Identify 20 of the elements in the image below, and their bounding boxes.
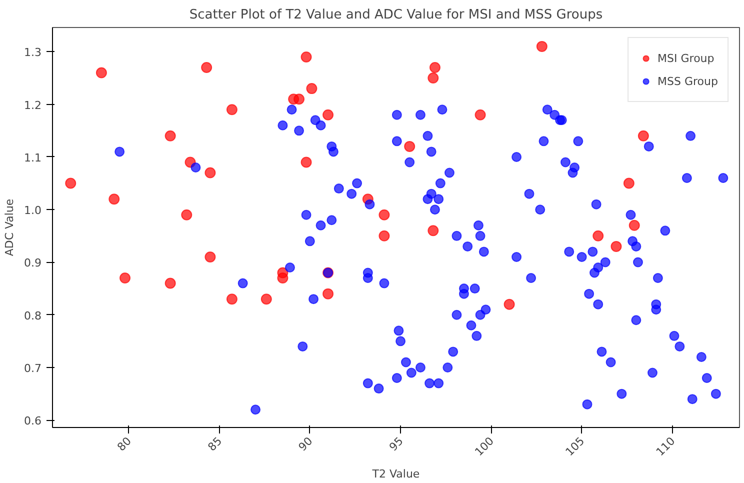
x-tick-label: 105: [563, 434, 588, 459]
y-tick-label: 1.2: [24, 98, 42, 112]
y-tick-label: 0.8: [24, 309, 42, 322]
y-tick-label: 0.9: [24, 256, 42, 270]
x-tick-label: 100: [472, 434, 496, 459]
x-axis-title: T2 Value: [371, 468, 420, 481]
x-tick-label: 110: [654, 434, 678, 459]
x-tick-label: 95: [386, 434, 406, 454]
chart-title: Scatter Plot of T2 Value and ADC Value for MSI and MSS Groups: [189, 8, 603, 22]
legend-label: MSS Group: [658, 74, 718, 88]
y-axis-title: ADC Value: [3, 198, 16, 256]
legend-label: MSI Group: [658, 52, 714, 64]
x-tick-label: 90: [296, 434, 316, 454]
x-tick-label: 80: [114, 434, 134, 454]
y-tick-label: 0.6: [24, 414, 42, 428]
y-tick-label: 1.1: [24, 151, 42, 164]
y-tick-label: 1.0: [24, 204, 42, 218]
y-tick-label: 1.3: [24, 46, 42, 60]
y-tick-label: 0.7: [24, 362, 42, 375]
x-tick-label: 85: [205, 434, 225, 454]
